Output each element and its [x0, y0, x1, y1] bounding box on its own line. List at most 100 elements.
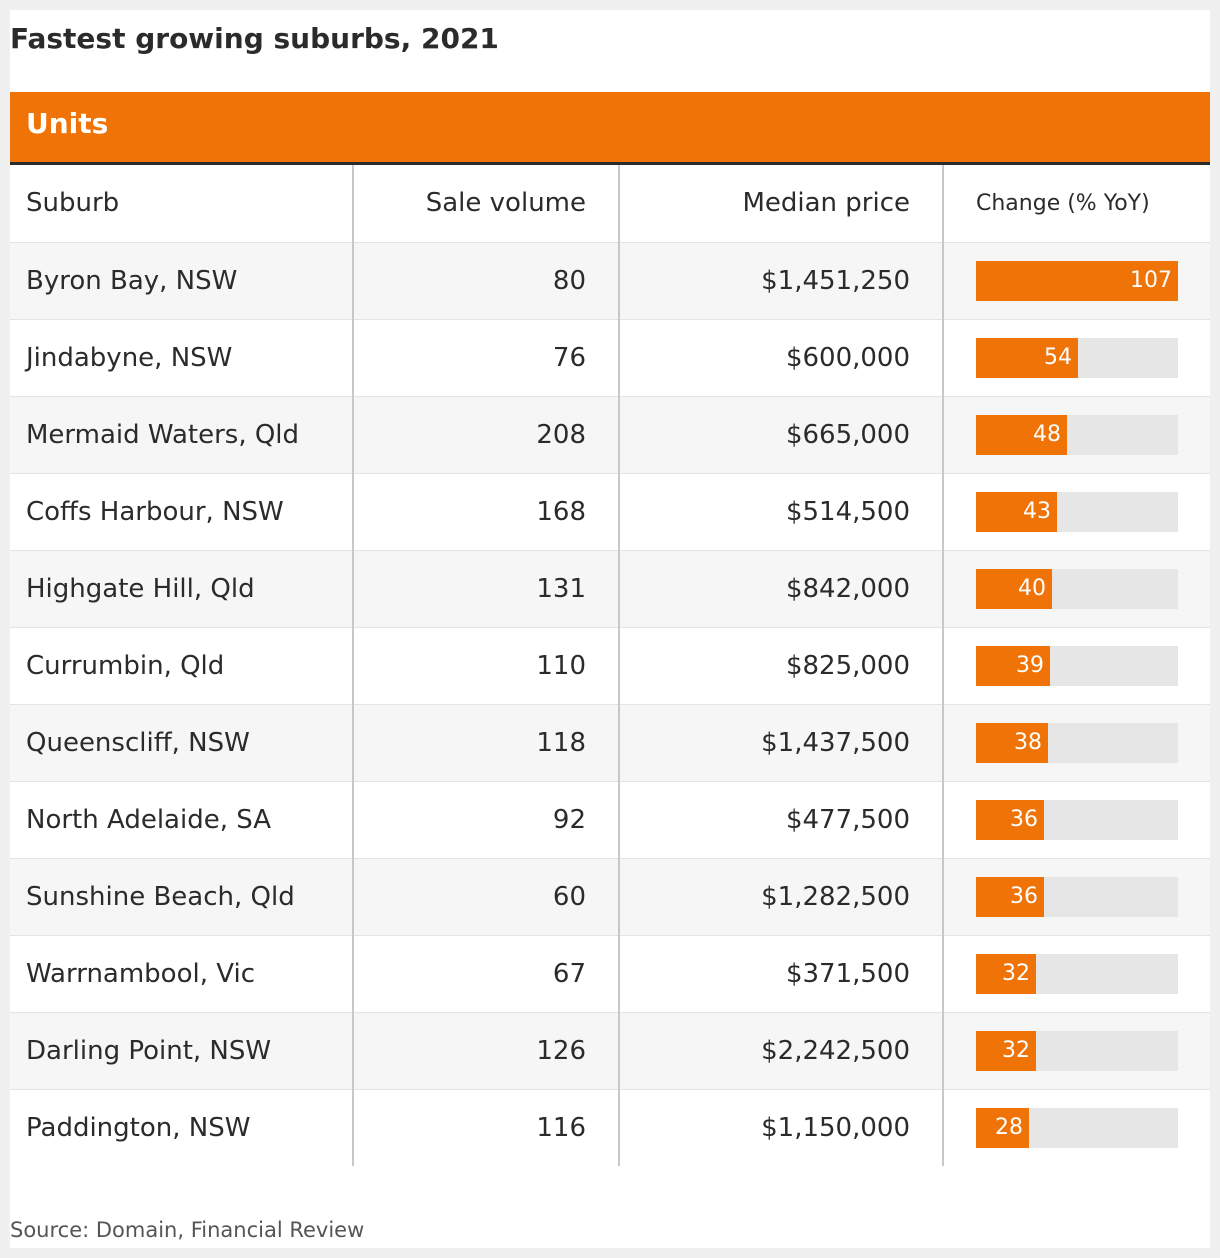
cell-sale-volume: 131 — [353, 550, 620, 628]
cell-suburb: Warrnambool, Vic — [10, 935, 354, 1013]
change-bar-track: 38 — [976, 722, 1178, 763]
cell-change: 43 — [943, 473, 1210, 551]
section-label: Units — [26, 107, 109, 140]
cell-change: 38 — [943, 704, 1210, 782]
change-bar-track: 28 — [976, 1107, 1178, 1148]
change-bar-label: 40 — [1018, 575, 1046, 601]
cell-sale-volume: 80 — [353, 242, 620, 320]
table-row: Currumbin, Qld 110 $825,000 39 — [10, 627, 1210, 705]
cell-suburb: Sunshine Beach, Qld — [10, 858, 354, 936]
cell-sale-volume: 67 — [353, 935, 620, 1013]
section-banner: Units — [10, 92, 1210, 165]
cell-change: 107 — [943, 242, 1210, 320]
cell-suburb: Coffs Harbour, NSW — [10, 473, 354, 551]
cell-sale-volume: 208 — [353, 396, 620, 474]
cell-change: 54 — [943, 319, 1210, 397]
cell-sale-volume: 116 — [353, 1089, 620, 1166]
chart-card: Fastest growing suburbs, 2021 Units Subu… — [10, 10, 1210, 1248]
table-row: Warrnambool, Vic 67 $371,500 32 — [10, 935, 1210, 1013]
cell-change: 28 — [943, 1089, 1210, 1166]
cell-suburb: Mermaid Waters, Qld — [10, 396, 354, 474]
cell-change: 32 — [943, 1012, 1210, 1090]
cell-median-price: $825,000 — [619, 627, 944, 705]
column-header-suburb: Suburb — [10, 165, 354, 243]
change-bar-label: 28 — [995, 1114, 1023, 1140]
table-row: Queenscliff, NSW 118 $1,437,500 38 — [10, 704, 1210, 782]
cell-suburb: Paddington, NSW — [10, 1089, 354, 1166]
cell-suburb: Byron Bay, NSW — [10, 242, 354, 320]
change-bar-track: 107 — [976, 260, 1178, 301]
cell-suburb: Jindabyne, NSW — [10, 319, 354, 397]
cell-suburb: Currumbin, Qld — [10, 627, 354, 705]
change-bar — [976, 337, 1078, 378]
cell-median-price: $600,000 — [619, 319, 944, 397]
change-bar-label: 36 — [1010, 806, 1038, 832]
column-header-change: Change (% YoY) — [943, 165, 1210, 243]
change-bar — [976, 491, 1057, 532]
cell-median-price: $842,000 — [619, 550, 944, 628]
table-body: Byron Bay, NSW 80 $1,451,250 107 Jindabyne, … — [10, 242, 1210, 1166]
table-row: Mermaid Waters, Qld 208 $665,000 48 — [10, 396, 1210, 474]
change-bar-label: 107 — [1130, 267, 1172, 293]
cell-median-price: $371,500 — [619, 935, 944, 1013]
cell-change: 40 — [943, 550, 1210, 628]
table-row: Highgate Hill, Qld 131 $842,000 40 — [10, 550, 1210, 628]
cell-sale-volume: 76 — [353, 319, 620, 397]
cell-sale-volume: 60 — [353, 858, 620, 936]
change-bar-label: 32 — [1002, 960, 1030, 986]
change-bar-label: 48 — [1033, 421, 1061, 447]
cell-suburb: Darling Point, NSW — [10, 1012, 354, 1090]
table-row: Byron Bay, NSW 80 $1,451,250 107 — [10, 242, 1210, 320]
change-bar-label: 38 — [1014, 729, 1042, 755]
change-bar-label: 39 — [1016, 652, 1044, 678]
cell-median-price: $2,242,500 — [619, 1012, 944, 1090]
cell-median-price: $665,000 — [619, 396, 944, 474]
change-bar — [976, 953, 1036, 994]
change-bar-track: 36 — [976, 876, 1178, 917]
change-bar-label: 32 — [1002, 1037, 1030, 1063]
change-bar-track: 36 — [976, 799, 1178, 840]
change-bar — [976, 568, 1052, 609]
cell-suburb: North Adelaide, SA — [10, 781, 354, 859]
change-bar — [976, 799, 1044, 840]
change-bar — [976, 722, 1048, 763]
cell-median-price: $1,282,500 — [619, 858, 944, 936]
source-note: Source: Domain, Financial Review — [10, 1218, 365, 1242]
cell-median-price: $514,500 — [619, 473, 944, 551]
change-bar-label: 43 — [1023, 498, 1051, 524]
cell-median-price: $1,451,250 — [619, 242, 944, 320]
change-bar — [976, 1030, 1036, 1071]
cell-change: 36 — [943, 858, 1210, 936]
cell-sale-volume: 168 — [353, 473, 620, 551]
change-bar — [976, 876, 1044, 917]
cell-median-price: $1,150,000 — [619, 1089, 944, 1166]
change-bar — [976, 260, 1178, 301]
data-table: Suburb Sale volume Median price Change (… — [10, 165, 1210, 1166]
cell-change: 39 — [943, 627, 1210, 705]
table-row: Coffs Harbour, NSW 168 $514,500 43 — [10, 473, 1210, 551]
table-row: Darling Point, NSW 126 $2,242,500 32 — [10, 1012, 1210, 1090]
change-bar-track: 39 — [976, 645, 1178, 686]
column-header-sale-volume: Sale volume — [353, 165, 620, 243]
cell-sale-volume: 126 — [353, 1012, 620, 1090]
change-bar-track: 32 — [976, 953, 1178, 994]
cell-change: 48 — [943, 396, 1210, 474]
change-bar — [976, 645, 1050, 686]
change-bar — [976, 1107, 1029, 1148]
cell-change: 36 — [943, 781, 1210, 859]
change-bar-track: 40 — [976, 568, 1178, 609]
cell-median-price: $1,437,500 — [619, 704, 944, 782]
table-row: North Adelaide, SA 92 $477,500 36 — [10, 781, 1210, 859]
chart-title: Fastest growing suburbs, 2021 — [10, 22, 499, 55]
cell-change: 32 — [943, 935, 1210, 1013]
change-bar-label: 54 — [1044, 344, 1072, 370]
change-bar-track: 48 — [976, 414, 1178, 455]
table-row: Paddington, NSW 116 $1,150,000 28 — [10, 1089, 1210, 1166]
change-bar-label: 36 — [1010, 883, 1038, 909]
cell-suburb: Queenscliff, NSW — [10, 704, 354, 782]
table-row: Sunshine Beach, Qld 60 $1,282,500 36 — [10, 858, 1210, 936]
change-bar-track: 32 — [976, 1030, 1178, 1071]
cell-sale-volume: 92 — [353, 781, 620, 859]
table-row: Jindabyne, NSW 76 $600,000 54 — [10, 319, 1210, 397]
change-bar-track: 43 — [976, 491, 1178, 532]
